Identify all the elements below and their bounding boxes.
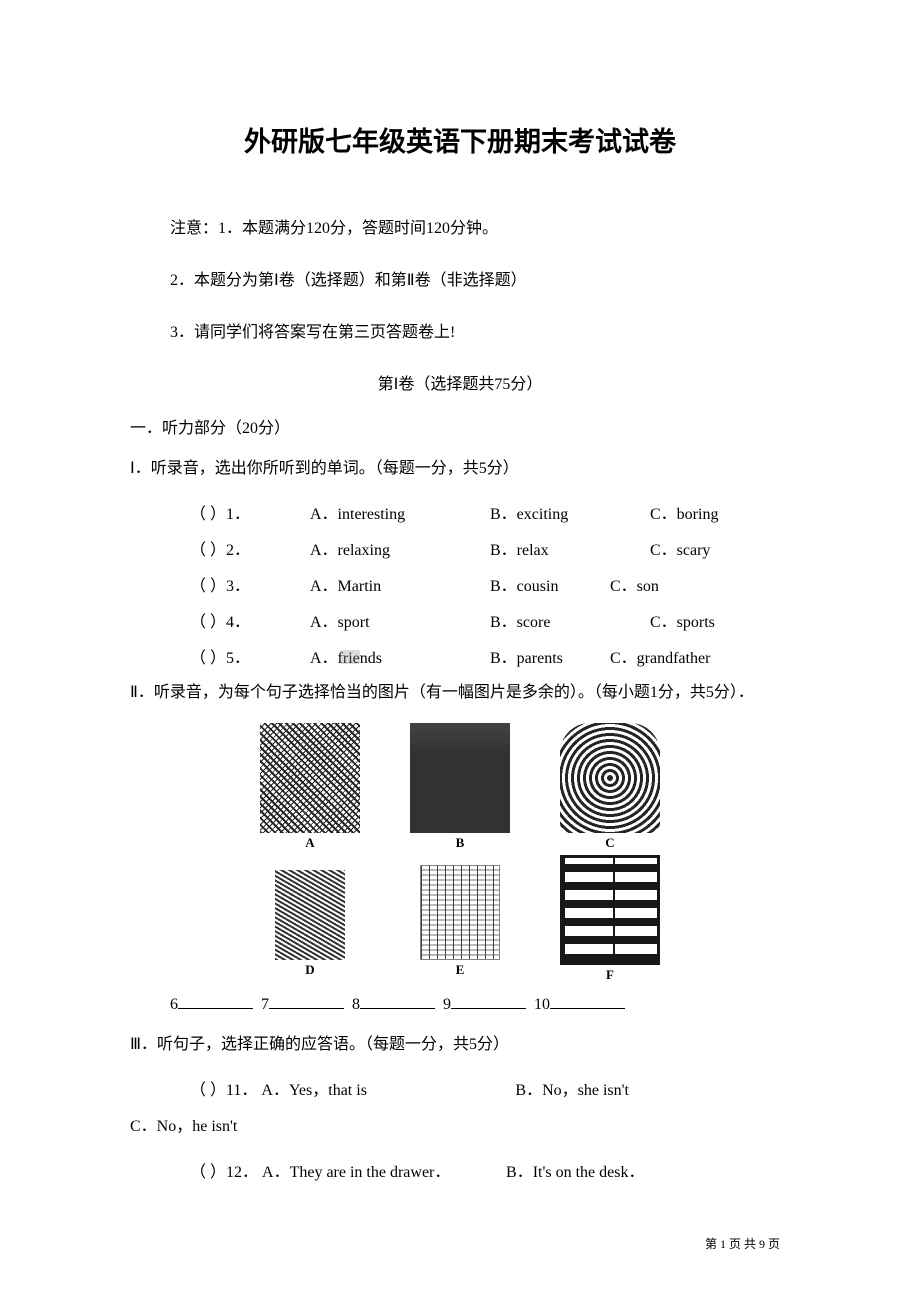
q3-option-a: A．Martin: [310, 572, 490, 596]
blank-line: [178, 993, 253, 1009]
pic-label-e: E: [405, 962, 515, 978]
subsection-1: Ⅰ．听录音，选出你所听到的单词。（每题一分，共5分）: [130, 456, 780, 482]
question-5: （ ）5． A．friends B．parents C．grandfather: [140, 644, 780, 668]
q4-prefix: （ ）4．: [190, 608, 310, 632]
q2-option-a: A．relaxing: [310, 536, 490, 560]
q2-prefix: （ ）2．: [190, 536, 310, 560]
pic-item-a: A: [255, 723, 365, 851]
blank-row: 6 7 8 9 10: [140, 993, 780, 1014]
question-12: （ ）12． A．They are in the drawer． B．It's …: [140, 1158, 780, 1182]
pic-row-1: A B C: [255, 723, 665, 851]
blank-line: [550, 993, 625, 1009]
q1-option-a: A．interesting: [310, 500, 490, 524]
q1-option-c: C．boring: [650, 500, 718, 524]
blank-7: 7: [261, 993, 344, 1014]
blank-line: [451, 993, 526, 1009]
q3-option-c: C．son: [610, 572, 659, 596]
pic-label-b: B: [405, 835, 515, 851]
pic-label-d: D: [255, 962, 365, 978]
notice-1: 注意：1．本题满分120分，答题时间120分钟。: [140, 214, 780, 238]
q5-option-c: C．grandfather: [610, 644, 710, 668]
q11-option-c: C．No，he isn't: [130, 1112, 780, 1136]
blank-9: 9: [443, 993, 526, 1014]
subsection-3: Ⅲ．听句子，选择正确的应答语。（每题一分，共5分）: [130, 1032, 780, 1058]
picture-block: A B C D E F: [255, 723, 665, 983]
q11-prefix: （ ）11．: [190, 1082, 257, 1099]
question-11: （ ）11． A．Yes，that is B．No，she isn't: [140, 1076, 780, 1100]
picture-f-bookshelf: [560, 855, 660, 965]
pic-item-b: B: [405, 723, 515, 851]
blank-9-num: 9: [443, 996, 451, 1014]
q4-option-b: B．score: [490, 608, 650, 632]
blank-6: 6: [170, 993, 253, 1014]
q5-option-b: B．parents: [490, 644, 610, 668]
q2-option-c: C．scary: [650, 536, 710, 560]
q3-prefix: （ ）3．: [190, 572, 310, 596]
pic-item-e: E: [405, 855, 515, 983]
page-footer: 第 1 页 共 9 页: [705, 1235, 780, 1252]
pic-item-d: D: [255, 855, 365, 983]
blank-10-num: 10: [534, 996, 550, 1014]
question-1: （ ）1． A．interesting B．exciting C．boring: [140, 500, 780, 524]
q12-option-a: A．They are in the drawer．: [262, 1158, 502, 1182]
pic-label-f: F: [555, 967, 665, 983]
section-listening: 一．听力部分（20分）: [130, 414, 780, 438]
pic-label-c: C: [555, 835, 665, 851]
watermark-icon: [340, 650, 360, 664]
blank-8: 8: [352, 993, 435, 1014]
q4-option-c: C．sports: [650, 608, 715, 632]
part1-title: 第Ⅰ卷（选择题共75分）: [140, 370, 780, 394]
q3-option-b: B．cousin: [490, 572, 610, 596]
pic-item-c: C: [555, 723, 665, 851]
q5-option-a: A．friends: [310, 644, 490, 668]
blank-7-num: 7: [261, 996, 269, 1014]
subsection-2: Ⅱ．听录音，为每个句子选择恰当的图片（有一幅图片是多余的）。（每小题1分，共5分…: [130, 680, 780, 706]
pic-label-a: A: [255, 835, 365, 851]
q12-prefix: （ ）12．: [190, 1164, 258, 1181]
exam-title: 外研版七年级英语下册期末考试试卷: [140, 120, 780, 159]
picture-c: [560, 723, 660, 833]
picture-b: [410, 723, 510, 833]
question-4: （ ）4． A．sport B．score C．sports: [140, 608, 780, 632]
pic-item-f: F: [555, 855, 665, 983]
blank-line: [269, 993, 344, 1009]
pic-row-2: D E F: [255, 855, 665, 983]
q5-prefix: （ ）5．: [190, 644, 310, 668]
q11-option-b: B．No，she isn't: [515, 1082, 629, 1099]
question-3: （ ）3． A．Martin B．cousin C．son: [140, 572, 780, 596]
q4-option-a: A．sport: [310, 608, 490, 632]
picture-d: [275, 870, 345, 960]
q2-option-b: B．relax: [490, 536, 650, 560]
question-2: （ ）2． A．relaxing B．relax C．scary: [140, 536, 780, 560]
notice-2: 2．本题分为第Ⅰ卷（选择题）和第Ⅱ卷（非选择题）: [140, 266, 780, 290]
q12-option-b: B．It's on the desk．: [506, 1164, 644, 1181]
q11-option-a: A．Yes，that is: [261, 1076, 511, 1100]
blank-10: 10: [534, 993, 625, 1014]
blank-line: [360, 993, 435, 1009]
notice-3: 3．请同学们将答案写在第三页答题卷上!: [140, 318, 780, 342]
blank-8-num: 8: [352, 996, 360, 1014]
picture-e: [420, 865, 500, 960]
q1-prefix: （ ）1．: [190, 500, 310, 524]
picture-a-clock: [260, 723, 360, 833]
q1-option-b: B．exciting: [490, 500, 650, 524]
blank-6-num: 6: [170, 996, 178, 1014]
